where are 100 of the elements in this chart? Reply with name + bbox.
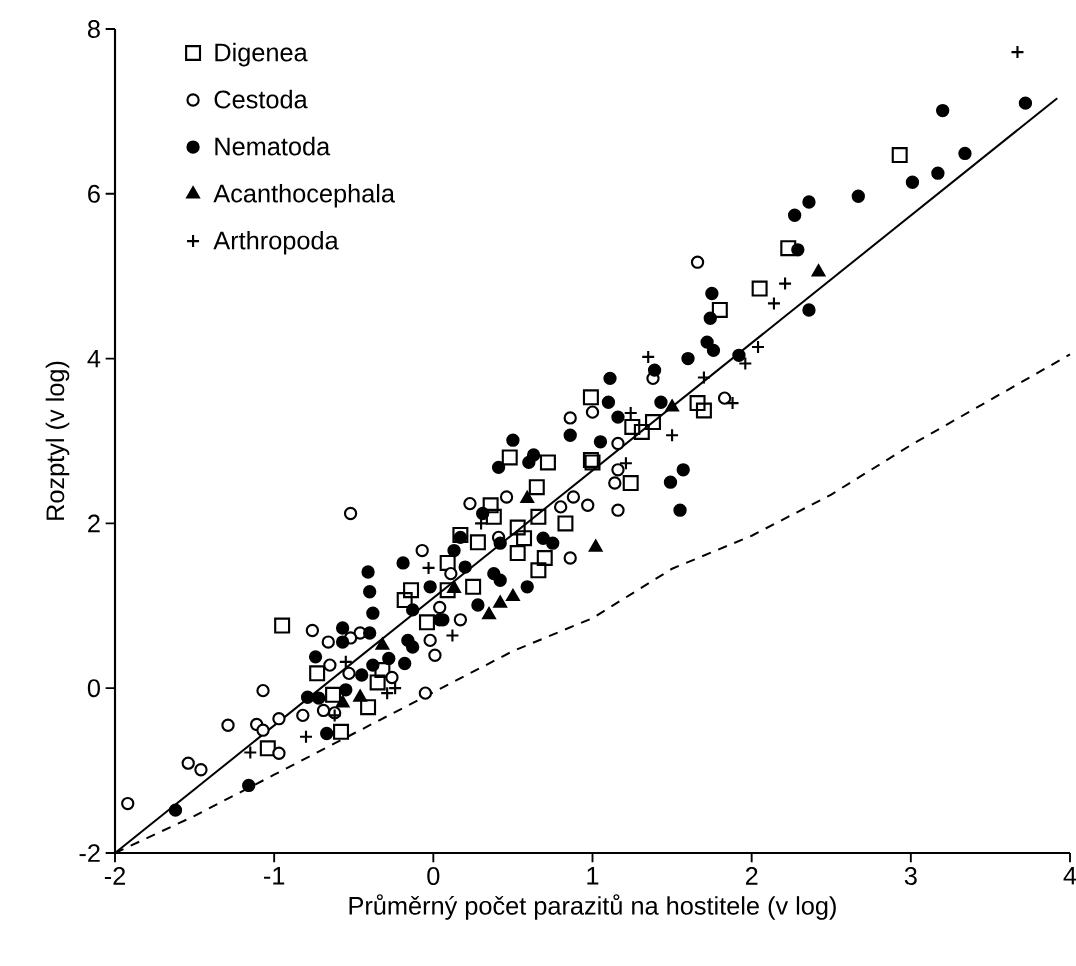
point xyxy=(623,405,638,421)
point xyxy=(415,543,429,558)
point xyxy=(463,496,477,511)
point xyxy=(335,695,350,708)
point xyxy=(633,423,650,440)
point xyxy=(396,592,413,609)
legend-label: Cestoda xyxy=(214,89,308,109)
point xyxy=(423,633,437,648)
point xyxy=(608,476,622,490)
legend-label: Digenea xyxy=(215,42,308,67)
y-tick-label: -2 xyxy=(79,844,100,862)
point xyxy=(309,665,326,682)
x-tick-label: 2 xyxy=(745,867,758,885)
point xyxy=(296,708,310,723)
point xyxy=(445,628,460,643)
point xyxy=(259,740,276,757)
legend-label: Arthropoda xyxy=(213,230,339,255)
x-axis-title: Průměrný počet parazitů na hostitele (v log) xyxy=(349,894,836,920)
point xyxy=(316,703,331,718)
point xyxy=(530,508,547,525)
point xyxy=(388,681,403,696)
x-tick-label: 4 xyxy=(1063,867,1076,885)
point xyxy=(421,560,436,575)
point xyxy=(499,490,514,504)
point xyxy=(509,519,526,536)
point xyxy=(506,588,520,602)
x-tick-label: -1 xyxy=(264,867,285,885)
point xyxy=(453,613,468,627)
point xyxy=(711,301,728,318)
point xyxy=(321,635,335,649)
point xyxy=(485,508,502,525)
point xyxy=(780,240,797,257)
point xyxy=(738,356,753,371)
y-tick-label: 6 xyxy=(88,184,100,203)
point xyxy=(563,551,577,565)
point xyxy=(695,402,712,419)
point xyxy=(665,428,680,443)
point xyxy=(342,666,356,681)
y-tick-label: 4 xyxy=(87,349,101,368)
x-tick-label: -2 xyxy=(104,867,125,885)
point xyxy=(385,670,399,685)
point xyxy=(369,674,386,691)
point xyxy=(298,729,314,744)
point xyxy=(585,405,600,419)
point xyxy=(194,763,208,777)
point xyxy=(725,396,740,411)
point xyxy=(1010,44,1025,60)
point xyxy=(243,745,258,760)
point xyxy=(380,686,395,701)
point xyxy=(482,607,496,620)
point xyxy=(482,497,499,514)
point xyxy=(121,796,135,811)
x-tick-label: 0 xyxy=(427,867,440,885)
point xyxy=(611,463,625,477)
y-tick-label: 0 xyxy=(87,679,100,698)
y-tick-label: 8 xyxy=(87,20,100,38)
point xyxy=(428,648,442,662)
point xyxy=(778,276,793,291)
point xyxy=(509,545,526,562)
point xyxy=(325,686,342,703)
point xyxy=(493,595,508,608)
point xyxy=(439,582,456,599)
point xyxy=(811,264,826,277)
point xyxy=(520,490,535,504)
point xyxy=(501,449,518,466)
point xyxy=(557,515,574,532)
point xyxy=(221,718,235,732)
point xyxy=(375,637,390,650)
point xyxy=(439,554,456,571)
point xyxy=(611,436,625,451)
point xyxy=(665,399,679,412)
point xyxy=(305,623,320,638)
point xyxy=(750,339,766,355)
y-axis-title: Rozptyl (v log) xyxy=(45,361,70,520)
point xyxy=(338,654,353,669)
point xyxy=(690,255,705,269)
point xyxy=(588,539,603,552)
point xyxy=(641,349,656,365)
point xyxy=(689,395,706,412)
point xyxy=(582,389,599,406)
point xyxy=(418,614,435,631)
point xyxy=(554,500,568,514)
point xyxy=(516,530,533,547)
point xyxy=(528,479,545,496)
legend-label: Acanthocephala xyxy=(213,183,395,208)
point xyxy=(353,689,367,702)
point xyxy=(360,699,377,716)
point xyxy=(717,391,732,405)
point xyxy=(539,454,556,471)
point xyxy=(751,280,768,297)
point xyxy=(272,746,286,760)
legend-label: Nematoda xyxy=(215,136,331,156)
point xyxy=(333,723,350,740)
point xyxy=(530,562,547,579)
point xyxy=(444,566,458,581)
point xyxy=(563,411,577,425)
point xyxy=(447,580,461,593)
point xyxy=(622,475,639,492)
point xyxy=(323,658,337,672)
point xyxy=(274,617,291,634)
